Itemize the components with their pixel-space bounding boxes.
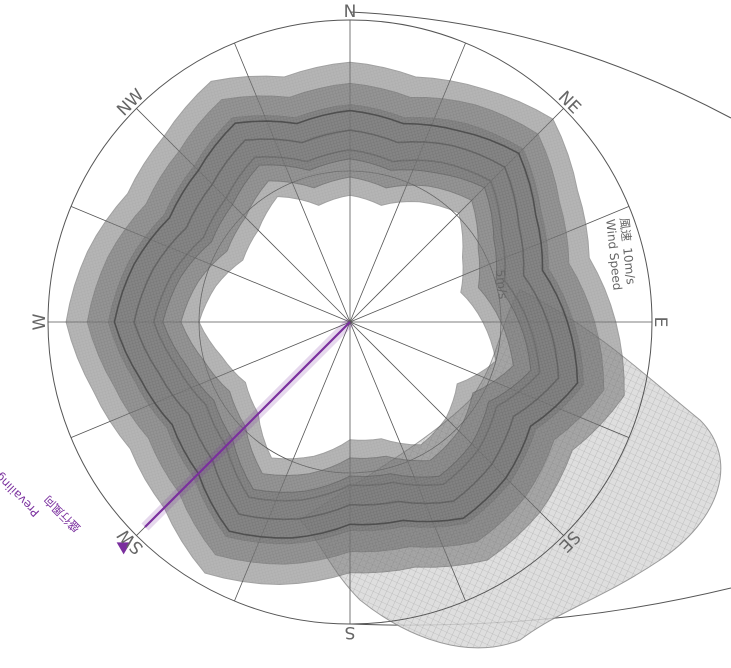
prevailing-ray-glow (141, 318, 354, 531)
direction-label-s: S (345, 622, 356, 642)
wind-surfaces (65, 61, 625, 586)
surface-edge-2 (113, 109, 579, 539)
backdrop-arc-upper (349, 11, 731, 119)
direction-label-n: N (344, 2, 357, 22)
outer-ring-label-value: 10m/s (620, 247, 638, 286)
prevailing-wind-indicator (116, 318, 354, 555)
outer-ring-label-cn: 風速 (617, 217, 633, 242)
prevailing-ray (144, 321, 351, 528)
direction-label-w: W (30, 313, 50, 330)
surface-band-2 (65, 61, 625, 586)
prevailing-label-en: Prevailing Wind Direction (0, 408, 42, 520)
prevailing-label: Prevailing Wind Direction 盛行風向 (0, 408, 83, 536)
outer-ring-label: 風速 10m/s Wind Speed (603, 217, 638, 291)
inner-ring-label: 5m/s (493, 269, 510, 300)
direction-label-e: E (650, 317, 670, 328)
prevailing-label-cn: 盛行風向 (41, 493, 83, 535)
prevailing-arrow-icon (116, 542, 131, 555)
